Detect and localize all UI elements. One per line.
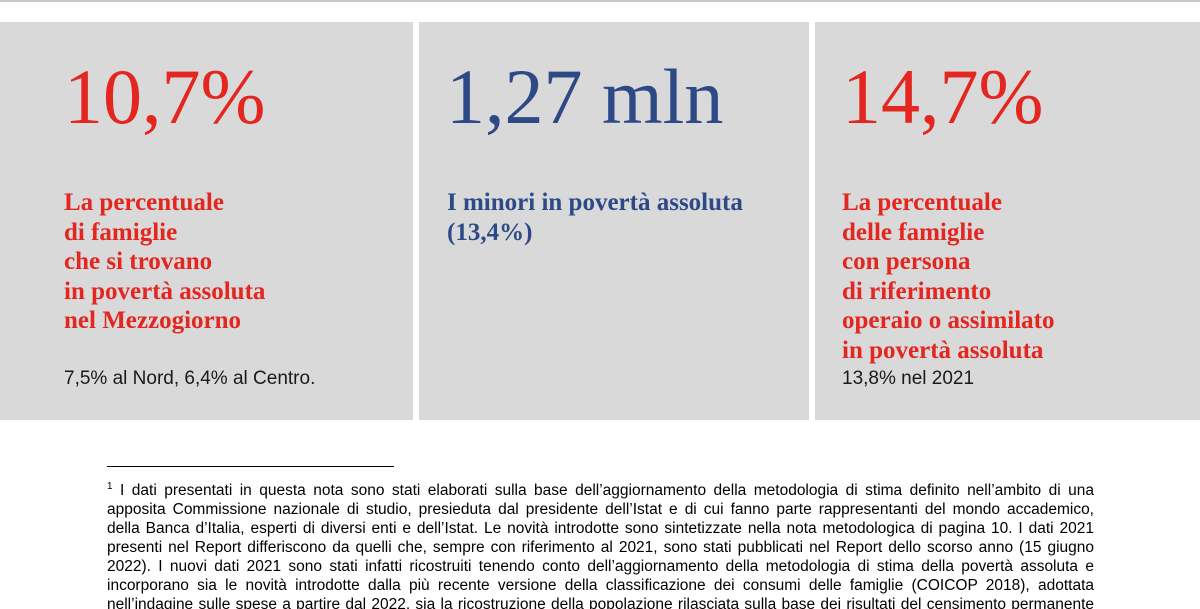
footnote-marker: 1	[107, 481, 113, 492]
footnote-line: presenti nel Report differiscono da quel…	[107, 538, 1094, 557]
description-line: con persona	[842, 248, 971, 275]
footnote-text: presenti nel Report differiscono da quel…	[107, 539, 1094, 557]
description-line: in povertà assoluta	[64, 277, 266, 305]
stat-description: La percentuale delle famiglie con persona d…	[842, 188, 1055, 365]
footnote-rule	[107, 466, 394, 467]
footnote-text: I dati presentati in questa nota sono st…	[120, 482, 1094, 500]
stat-panel: 1,27 mln I minori in povertà assoluta (13,…	[419, 22, 809, 420]
description-line: (13,4%)	[447, 218, 533, 246]
description-line: delle famiglie	[842, 218, 985, 246]
stat-description: La percentuale di famiglie che si trovano i…	[64, 188, 265, 336]
stat-panel: 14,7% La percentuale delle famiglie con per…	[815, 22, 1200, 420]
footnote: 1 I dati presentati in questa nota sono …	[107, 477, 1094, 609]
footnote-line: apposita Commissione nazionale di studio…	[107, 500, 1094, 519]
description-line: che si trovano	[64, 248, 213, 275]
footnote-text: 2022). I nuovi dati 2021 sono stati infa…	[107, 558, 1094, 576]
stat-panel: 10,7% La percentuale di famiglie che si tro…	[0, 22, 413, 420]
footnote-text: della Banca d’Italia, esperti di diversi…	[107, 520, 1094, 538]
description-line: nel Mezzogiorno	[64, 307, 242, 334]
footnote-text: nell’indagine sulle spese a partire dal …	[107, 596, 1094, 609]
description-line: I minori in povertà assoluta	[447, 189, 743, 216]
footnote-line: incorporano sia le novità introdotte dal…	[107, 576, 1094, 595]
stat-figure: 10,7%	[64, 53, 266, 140]
description-line: in povertà assoluta	[842, 336, 1044, 364]
stat-note: 7,5% al Nord, 6,4% al Centro.	[64, 368, 316, 389]
stat-note: 13,8% nel 2021	[842, 368, 975, 389]
stat-figure: 14,7%	[842, 53, 1044, 140]
description-line: operaio o assimilato	[842, 307, 1055, 334]
footnote-line: nell’indagine sulle spese a partire dal …	[107, 595, 1094, 609]
description-line: La percentuale	[842, 189, 1002, 216]
footnote-text: incorporano sia le novità introdotte dal…	[107, 577, 1094, 595]
footnote-line: 2022). I nuovi dati 2021 sono stati infa…	[107, 557, 1094, 576]
footnote-line: della Banca d’Italia, esperti di diversi…	[107, 519, 1094, 538]
description-line: di famiglie	[64, 218, 178, 246]
stat-figure: 1,27 mln	[446, 53, 724, 140]
description-line: La percentuale	[64, 189, 224, 216]
footnote-line: 1 I dati presentati in questa nota sono …	[107, 477, 1094, 500]
footnote-text: apposita Commissione nazionale di studio…	[107, 501, 1094, 519]
stat-description: I minori in povertà assoluta (13,4%)	[447, 188, 743, 247]
description-line: di riferimento	[842, 277, 992, 305]
